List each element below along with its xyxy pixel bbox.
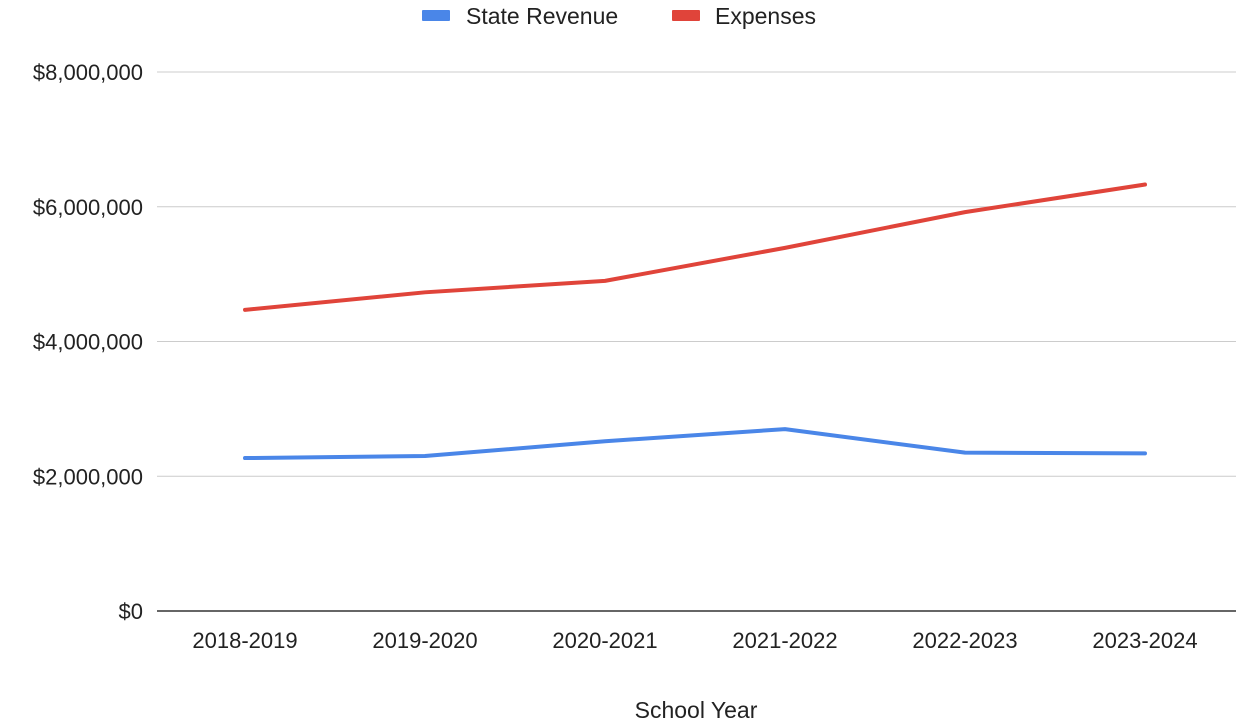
legend: State Revenue Expenses [422,3,816,29]
legend-label: State Revenue [466,3,618,29]
x-tick-label: 2022-2023 [912,628,1017,653]
series-line-expenses [243,182,1147,312]
x-axis-ticks: 2018-2019 2019-2020 2020-2021 2021-2022 2022… [192,628,1197,653]
x-tick-label: 2023-2024 [1092,628,1197,653]
legend-label: Expenses [715,3,816,29]
x-tick-label: 2020-2021 [552,628,657,653]
legend-swatch [672,10,700,21]
series-line-state-revenue [243,427,1147,461]
x-axis-title: School Year [635,697,758,721]
series-lines [243,182,1147,461]
x-tick-label: 2021-2022 [732,628,837,653]
gridlines [157,71,1236,612]
y-tick-label: $6,000,000 [33,195,143,220]
y-tick-label: $4,000,000 [33,330,143,355]
x-tick-label: 2019-2020 [372,628,477,653]
y-axis-ticks: $0 $2,000,000 $4,000,000 $6,000,000 $8,000,0… [33,60,143,624]
x-tick-label: 2018-2019 [192,628,297,653]
y-tick-label: $2,000,000 [33,464,143,489]
legend-swatch [422,10,450,21]
y-tick-label: $0 [119,599,143,624]
y-tick-label: $8,000,000 [33,60,143,85]
